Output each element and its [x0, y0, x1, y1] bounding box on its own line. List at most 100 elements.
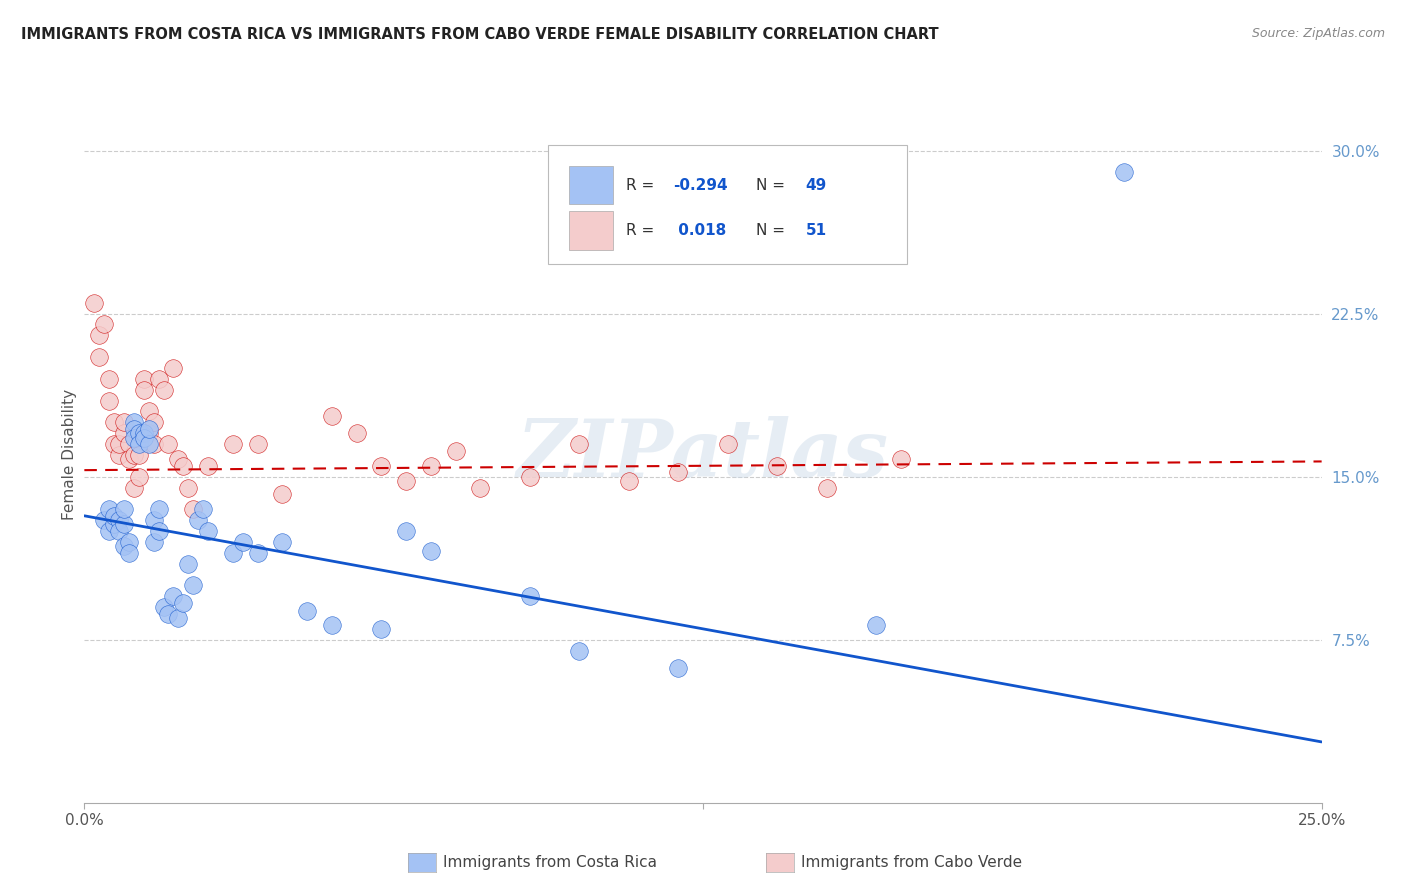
Point: [128, 448, 150, 462]
Point: [148, 524, 170, 538]
Point: [197, 458, 219, 473]
Point: [98, 372, 121, 386]
Point: [148, 372, 170, 386]
Point: [246, 437, 269, 451]
Point: [419, 543, 441, 558]
Point: [519, 589, 541, 603]
Point: [128, 426, 150, 441]
Point: [93, 318, 115, 332]
Text: N =: N =: [756, 223, 790, 238]
Point: [177, 557, 200, 571]
Point: [118, 452, 141, 467]
Point: [98, 393, 121, 408]
Text: R =: R =: [626, 223, 659, 238]
Point: [98, 502, 121, 516]
Point: [108, 448, 131, 462]
Point: [890, 452, 912, 467]
Point: [271, 487, 294, 501]
Point: [98, 524, 121, 538]
Point: [142, 437, 165, 451]
Point: [395, 524, 418, 538]
Point: [132, 372, 155, 386]
Text: ZIPatlas: ZIPatlas: [517, 417, 889, 493]
Point: [865, 617, 887, 632]
Point: [132, 431, 155, 445]
Point: [108, 513, 131, 527]
Text: Immigrants from Costa Rica: Immigrants from Costa Rica: [443, 855, 657, 870]
Point: [666, 466, 689, 480]
Point: [142, 535, 165, 549]
Point: [370, 458, 392, 473]
Point: [419, 458, 441, 473]
Point: [142, 513, 165, 527]
Text: IMMIGRANTS FROM COSTA RICA VS IMMIGRANTS FROM CABO VERDE FEMALE DISABILITY CORRE: IMMIGRANTS FROM COSTA RICA VS IMMIGRANTS…: [21, 27, 939, 42]
Point: [222, 546, 245, 560]
Point: [103, 508, 125, 523]
Point: [172, 596, 194, 610]
Point: [766, 458, 789, 473]
Point: [132, 426, 155, 441]
Point: [103, 415, 125, 429]
Point: [395, 474, 418, 488]
Point: [138, 422, 160, 436]
Point: [519, 469, 541, 483]
Point: [108, 437, 131, 451]
Point: [346, 426, 368, 441]
Point: [142, 415, 165, 429]
Text: 49: 49: [806, 178, 827, 193]
Point: [148, 502, 170, 516]
Point: [103, 437, 125, 451]
Point: [112, 502, 135, 516]
Point: [666, 661, 689, 675]
Point: [112, 539, 135, 553]
Point: [138, 404, 160, 418]
Point: [118, 437, 141, 451]
Point: [162, 589, 184, 603]
Point: [167, 452, 190, 467]
FancyBboxPatch shape: [548, 145, 907, 263]
Text: Source: ZipAtlas.com: Source: ZipAtlas.com: [1251, 27, 1385, 40]
Point: [191, 502, 214, 516]
Point: [717, 437, 740, 451]
Point: [181, 578, 204, 592]
Text: 0.018: 0.018: [673, 223, 727, 238]
Point: [93, 513, 115, 527]
Point: [246, 546, 269, 560]
FancyBboxPatch shape: [569, 211, 613, 250]
Point: [152, 383, 174, 397]
Point: [222, 437, 245, 451]
Point: [89, 350, 111, 364]
Point: [122, 415, 145, 429]
Point: [112, 517, 135, 532]
Text: -0.294: -0.294: [673, 178, 728, 193]
Point: [112, 415, 135, 429]
Point: [568, 437, 591, 451]
Point: [187, 513, 209, 527]
FancyBboxPatch shape: [569, 166, 613, 204]
Point: [177, 481, 200, 495]
Point: [181, 502, 204, 516]
Point: [321, 409, 343, 423]
Point: [321, 617, 343, 632]
Point: [122, 481, 145, 495]
Point: [152, 600, 174, 615]
Point: [295, 605, 318, 619]
Point: [103, 517, 125, 532]
Point: [157, 607, 180, 621]
Point: [157, 437, 180, 451]
Point: [108, 524, 131, 538]
Point: [271, 535, 294, 549]
Point: [112, 426, 135, 441]
Point: [815, 481, 838, 495]
Point: [138, 437, 160, 451]
Point: [370, 622, 392, 636]
Text: 51: 51: [806, 223, 827, 238]
Point: [128, 437, 150, 451]
Point: [122, 448, 145, 462]
Point: [89, 328, 111, 343]
Text: N =: N =: [756, 178, 790, 193]
Point: [118, 546, 141, 560]
Point: [1112, 165, 1135, 179]
Point: [162, 360, 184, 375]
Point: [118, 535, 141, 549]
